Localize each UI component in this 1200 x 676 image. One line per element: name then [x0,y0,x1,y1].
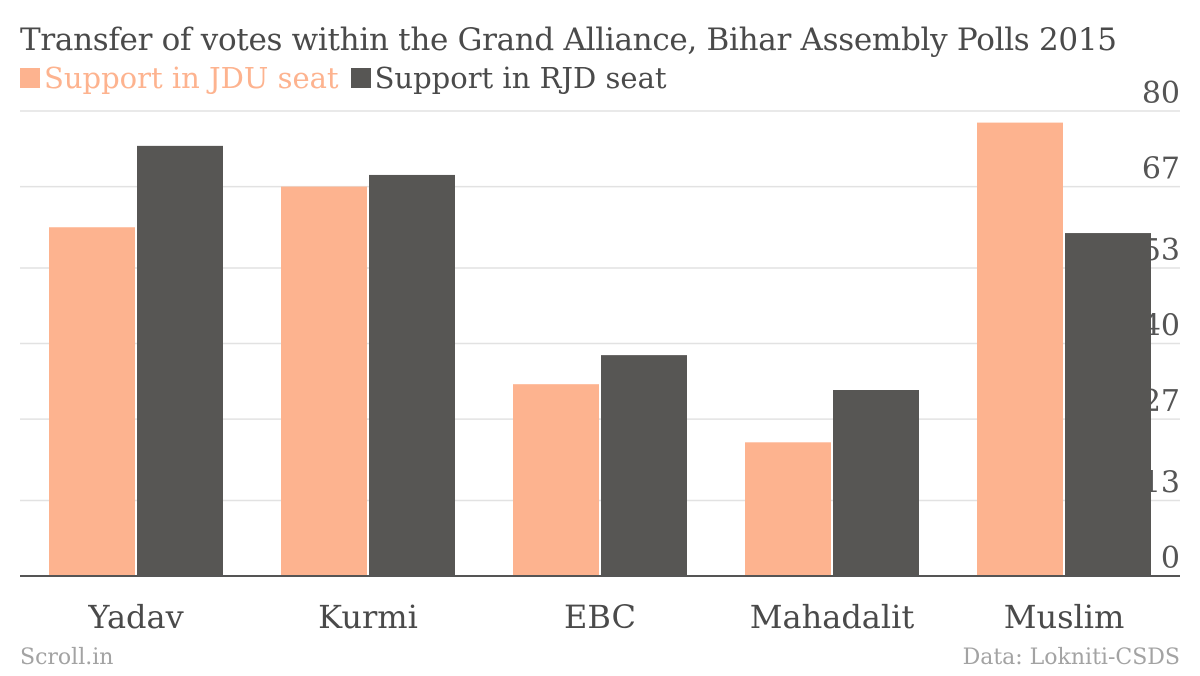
footer-data-source: Data: Lokniti-CSDS [962,645,1180,670]
bar-rjd-muslim [1065,233,1151,576]
bar-jdu-mahadalit [745,442,831,576]
x-tick-label: Muslim [1004,598,1125,636]
y-tick-label: 0 [1161,541,1180,576]
legend-item-rjd[interactable]: Support in RJD seat [350,61,667,95]
y-tick-label: 80 [1142,76,1180,111]
bar-rjd-mahadalit [833,390,919,576]
legend-item-jdu[interactable]: Support in JDU seat [20,61,339,95]
bar-rjd-yadav [137,145,223,576]
legend-swatch-rjd [350,68,371,88]
y-tick-label: 67 [1142,152,1180,187]
bar-jdu-ebc [513,384,599,576]
bar-rjd-kurmi [369,174,455,576]
x-tick-label: Mahadalit [750,598,915,636]
x-tick-label: EBC [564,598,636,636]
x-tick-label: Yadav [87,598,183,636]
legend-swatch-jdu [20,68,40,88]
chart-title: Transfer of votes within the Grand Allia… [20,22,1117,58]
bar-jdu-kurmi [281,186,367,576]
x-tick-label: Kurmi [318,598,418,636]
footer-site: Scroll.in [20,645,114,670]
legend-label-jdu: Support in JDU seat [44,61,339,95]
bar-rjd-ebc [601,355,687,576]
bar-jdu-yadav [49,227,135,576]
chart-legend: Support in JDU seat Support in RJD seat [20,60,679,96]
legend-label-rjd: Support in RJD seat [374,61,667,95]
bar-jdu-muslim [977,122,1063,576]
